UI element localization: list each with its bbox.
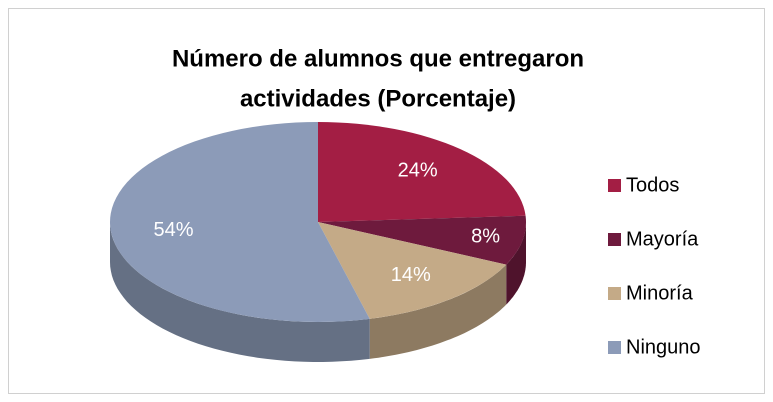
slice (318, 122, 526, 222)
slice (109, 121, 370, 323)
data-label: 14% (391, 264, 431, 286)
data-label: 54% (154, 219, 194, 241)
legend-swatch (608, 287, 621, 300)
legend-label: Minoría (626, 282, 694, 304)
chart-title: Número de alumnos que entregaron (172, 45, 584, 72)
chart-title: actividades (Porcentaje) (240, 85, 516, 112)
legend-swatch (608, 233, 621, 246)
slice-side (506, 222, 526, 305)
data-label: 24% (398, 159, 438, 181)
slice-side (110, 222, 370, 362)
legend-swatch (608, 179, 621, 192)
legend-swatch (608, 341, 621, 354)
slice (318, 215, 526, 265)
legend-label: Todos (626, 174, 679, 196)
slice (318, 222, 507, 319)
data-label: 8% (471, 226, 500, 248)
legend-label: Mayoría (626, 228, 699, 250)
legend-label: Ninguno (626, 336, 701, 358)
slice-side (369, 264, 507, 359)
